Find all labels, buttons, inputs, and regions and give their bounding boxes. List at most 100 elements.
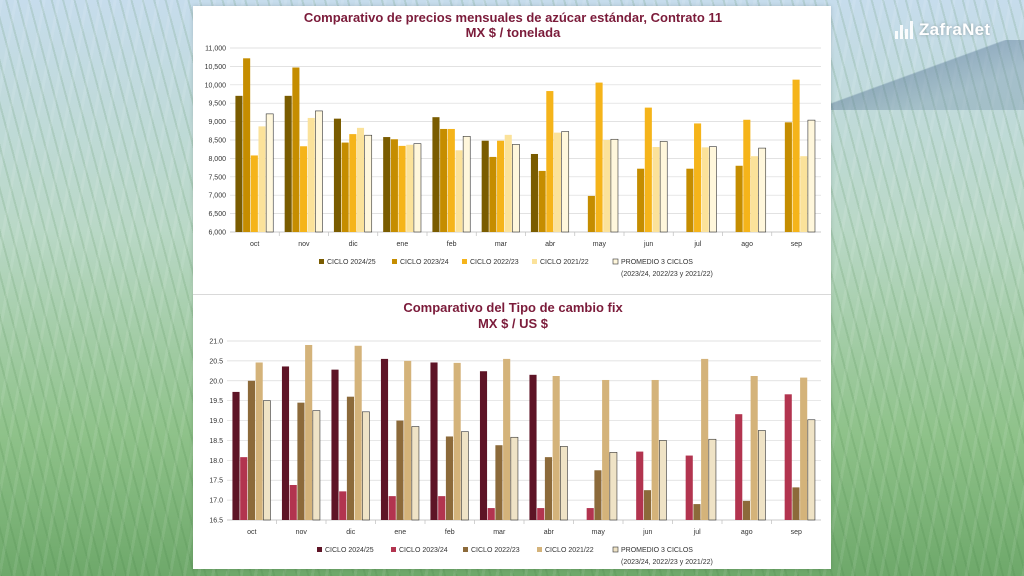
chart1-bar: [807, 119, 816, 233]
chart2-bar: [240, 457, 248, 520]
chart1-bar: [383, 137, 391, 232]
chart2-x-tick-label: ago: [741, 529, 753, 536]
chart1-bar: [284, 95, 292, 232]
chart1-bar: [432, 117, 440, 232]
chart2-bar: [693, 504, 701, 520]
chart2-x-tick-label: nov: [296, 529, 308, 536]
chart1-bar: [758, 147, 767, 233]
chart1-y-tick-label: 6,500: [208, 211, 226, 218]
chart2-y-tick-label: 20.5: [209, 358, 223, 365]
chart1-bar: [489, 156, 497, 232]
chart1-subtitle: MX $ / tonelada: [466, 25, 561, 40]
chart2-subtitle: MX $ / US $: [478, 316, 549, 331]
chart2-bar: [609, 452, 618, 521]
chart2-bar: [807, 419, 816, 521]
chart1-bar: [497, 140, 505, 232]
chart1-bar: [307, 117, 315, 232]
chart1-legend-label: PROMEDIO 3 CICLOS: [621, 259, 693, 266]
chart2-y-tick-label: 16.5: [209, 518, 223, 525]
chart1-x-tick-label: abr: [545, 241, 556, 248]
chart1-bar: [709, 146, 717, 233]
chart2-bar: [339, 491, 347, 520]
chart2-bar: [289, 484, 297, 520]
chart1-legend-label: CICLO 2024/25: [327, 259, 376, 266]
chart1-bar: [530, 153, 539, 232]
chart2-x-tick-label: ene: [394, 529, 406, 536]
chart1-bar: [455, 150, 463, 232]
chart1-bar: [349, 134, 357, 232]
chart1-bar: [644, 107, 652, 232]
chart1-bar: [743, 119, 751, 232]
chart2-bar: [750, 376, 758, 520]
chart1-bar: [694, 123, 702, 232]
chart2-bar: [380, 358, 389, 520]
chart2-bar: [636, 451, 644, 520]
chart2-legend-label: CICLO 2024/25: [325, 547, 374, 554]
chart1-bar: [686, 168, 694, 232]
chart1-bar: [659, 141, 668, 233]
chart2-y-tick-label: 19.5: [209, 398, 223, 405]
chart1-legend-swatch: [612, 258, 619, 265]
chart1-bar: [595, 82, 603, 232]
chart1-bar: [784, 122, 792, 232]
chart2-legend-swatch: [317, 547, 322, 552]
chart2-bar: [586, 508, 594, 520]
chart2-bar: [445, 436, 454, 520]
chart1-bar: [603, 140, 611, 232]
chart2-bar: [430, 362, 438, 520]
chart1-legend-swatch: [462, 259, 467, 264]
chart2-x-tick-label: dic: [346, 529, 355, 536]
chart1-bar: [546, 91, 554, 232]
chart2-legend-swatch: [612, 546, 619, 553]
chart1-bar: [561, 131, 570, 233]
chart2-bar: [701, 358, 709, 520]
chart2-bar: [510, 436, 519, 521]
chart2-bar: [742, 500, 751, 520]
chart1-x-tick-label: nov: [298, 241, 310, 248]
chart1-y-tick-label: 10,000: [205, 82, 227, 89]
chart1-bar: [440, 128, 448, 232]
chart1-bar: [701, 147, 709, 232]
chart1-x-tick-label: feb: [447, 241, 457, 248]
brand-name: ZafraNet: [919, 20, 991, 39]
chart2-x-tick-label: oct: [247, 529, 256, 536]
chart1-bar: [258, 126, 266, 232]
chart2-bar: [735, 414, 743, 520]
chart1-x-tick-label: dic: [349, 241, 358, 248]
chart2-legend-label: CICLO 2022/23: [471, 547, 520, 554]
chart2-bar: [396, 420, 404, 520]
chart1-bar: [413, 143, 422, 233]
chart2-y-tick-label: 17.0: [209, 498, 223, 505]
charts-canvas: Comparativo de precios mensuales de azúc…: [205, 10, 821, 566]
chart1-legend-swatch: [392, 259, 397, 264]
chart2-x-tick-label: abr: [544, 529, 555, 536]
chart-divider: [193, 294, 831, 295]
chart1-y-tick-label: 9,000: [208, 119, 226, 126]
chart1-x-tick-label: may: [593, 241, 607, 248]
chart1-y-tick-label: 8,500: [208, 138, 226, 145]
chart1-bar: [792, 79, 800, 232]
chart1-bar: [398, 145, 406, 232]
chart2-bar: [297, 402, 305, 520]
brand-logo: ZafraNet: [895, 18, 990, 42]
chart2-bar: [362, 411, 370, 521]
chart1-y-tick-label: 7,000: [208, 193, 226, 200]
chart2-legend-label: CICLO 2023/24: [399, 547, 448, 554]
chart2-bar: [503, 358, 511, 520]
chart1-legend-swatch: [532, 259, 537, 264]
chart1-x-tick-label: sep: [791, 241, 802, 248]
chart2-bar: [411, 426, 420, 521]
chart2-bar: [438, 496, 446, 520]
chart1-bar: [333, 118, 342, 232]
chart1-y-tick-label: 8,000: [208, 156, 226, 163]
chart1-bar: [250, 155, 258, 232]
chart1-bar: [610, 138, 619, 233]
chart1-bar: [735, 165, 743, 232]
chart2-bar: [708, 438, 717, 521]
chart1-bar: [300, 146, 308, 232]
chart1-y-tick-label: 11,000: [205, 46, 226, 53]
chart1-x-tick-label: ene: [397, 241, 409, 248]
chart1-bar: [364, 134, 373, 233]
chart2-bar: [784, 394, 792, 520]
chart2-bar: [594, 470, 602, 520]
